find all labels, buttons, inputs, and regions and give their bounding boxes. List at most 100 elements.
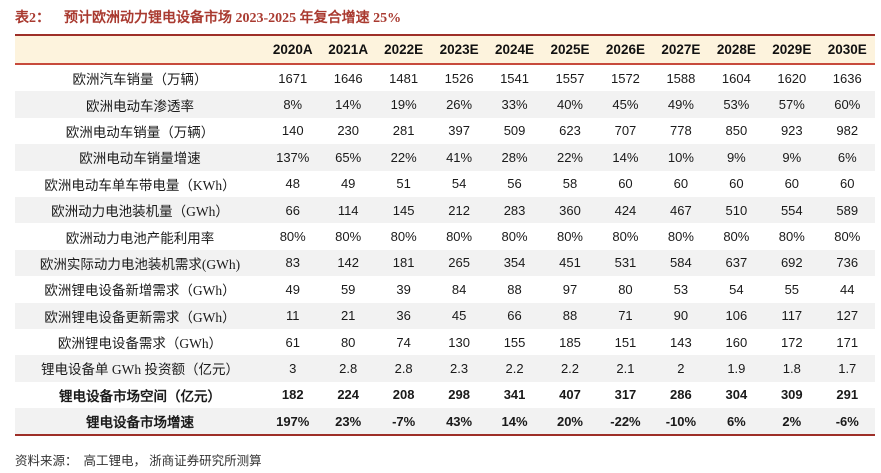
cell-value: 58: [562, 176, 578, 192]
cell-value: 49: [340, 176, 356, 192]
cell-value: 1526: [444, 70, 474, 86]
cell-value: 623: [559, 123, 581, 139]
table-row: 锂电设备市场增速 197% 23% -7% 43% 14% 20% -22% -10% 6% 2% -…: [15, 408, 875, 436]
cell-value: -22%: [597, 408, 654, 436]
cell-value: 60: [784, 176, 800, 192]
cell-value: 2.2: [486, 355, 543, 382]
cell-value: 317: [614, 387, 637, 403]
cell-value: 33%: [486, 91, 543, 118]
table-header-row: 2020A 2021A 2022E 2023E 2024E 2025E 2026E 2027E…: [15, 35, 875, 65]
cell-value: 60%: [819, 91, 875, 118]
cell-value: 692: [764, 249, 820, 277]
cell-value: 982: [836, 123, 859, 139]
column-header: 2023E: [431, 35, 487, 65]
table-row: 欧洲汽车销量（万辆） 1671 1646 1481 1526 1541 1557 1572 15…: [15, 64, 875, 91]
cell-value: 2.2: [542, 355, 598, 382]
table-title: 表2： 预计欧洲动力锂电设备市场 2023-2025 年复合增速 25%: [15, 7, 401, 27]
cell-value: 2.3: [431, 355, 487, 382]
cell-value: 424: [597, 196, 654, 224]
cell-value: 44: [840, 281, 855, 297]
row-label: 欧洲动力电池产能利用率: [65, 230, 215, 246]
cell-value: 584: [653, 249, 709, 277]
cell-value: 397: [448, 123, 470, 139]
cell-value: 6%: [819, 144, 875, 171]
cell-value: 90: [653, 302, 709, 329]
row-label: 欧洲电动车单车带电量（KWh）: [44, 177, 236, 193]
cell-value: 208: [392, 387, 415, 403]
table-row: 欧洲实际动力电池装机需求(GWh) 83 142 181 265 354 451 531 584…: [15, 249, 875, 277]
cell-value: 127: [819, 302, 875, 329]
cell-value: 1636: [832, 70, 862, 86]
cell-value: -7%: [375, 408, 432, 436]
cell-value: 1541: [500, 70, 529, 86]
cell-value: 1588: [666, 70, 696, 86]
column-header: 2024E: [486, 35, 543, 65]
cell-value: 80: [618, 281, 633, 297]
cell-value: 467: [653, 196, 709, 224]
cell-value: 49: [285, 281, 300, 297]
table-title-text: 预计欧洲动力锂电设备市场 2023-2025 年复合增速 25%: [64, 11, 402, 26]
cell-value: 160: [725, 334, 748, 350]
cell-value: 53: [673, 281, 689, 297]
cell-value: 66: [265, 196, 321, 224]
cell-value: 3: [265, 355, 321, 382]
cell-value: 14%: [320, 91, 376, 118]
table-row: 欧洲锂电设备新增需求（GWh） 49 59 39 84 88 97 80 53 54 55 44: [15, 276, 875, 302]
cell-value: -6%: [819, 408, 875, 436]
cell-value: 80%: [723, 229, 750, 245]
cell-value: 39: [396, 281, 411, 297]
cell-value: 84: [451, 281, 467, 297]
cell-value: 407: [559, 387, 581, 403]
cell-value: 80%: [446, 229, 473, 245]
row-label: 欧洲电动车渗透率: [15, 91, 265, 118]
table-row: 锂电设备单 GWh 投资额（亿元） 3 2.8 2.8 2.3 2.2 2.2 2.1 2 1.9…: [15, 355, 875, 382]
cell-value: 114: [320, 196, 376, 224]
table-body: 欧洲汽车销量（万辆） 1671 1646 1481 1526 1541 1557 1572 15…: [15, 64, 875, 436]
cell-value: 80%: [612, 229, 639, 245]
cell-value: 451: [542, 249, 598, 277]
cell-value: 19%: [375, 91, 432, 118]
table-row: 欧洲电动车销量增速 137% 65% 22% 41% 28% 22% 14% 10% 9% 9% 6%: [15, 144, 875, 171]
cell-value: 74: [396, 334, 411, 350]
cell-value: 71: [597, 302, 654, 329]
cell-value: 589: [819, 196, 875, 224]
cell-value: 143: [670, 334, 692, 350]
cell-value: 26%: [431, 91, 487, 118]
row-label: 欧洲汽车销量（万辆）: [72, 72, 208, 88]
cell-value: 298: [448, 387, 470, 403]
source-note: 资料来源： 高工锂电， 浙商证券研究所测算: [15, 450, 262, 469]
cell-value: 61: [285, 334, 300, 350]
cell-value: 637: [708, 249, 765, 277]
cell-value: 130: [448, 334, 470, 350]
cell-value: 9%: [708, 144, 765, 171]
column-header: 2027E: [653, 35, 709, 65]
cell-value: 230: [337, 123, 360, 139]
cell-value: 80%: [556, 229, 583, 245]
cell-value: 80: [340, 334, 356, 350]
cell-value: 1620: [777, 70, 807, 86]
cell-value: 66: [486, 302, 543, 329]
cell-value: 23%: [320, 408, 376, 436]
cell-value: 181: [375, 249, 432, 277]
cell-value: 354: [486, 249, 543, 277]
cell-value: -10%: [653, 408, 709, 436]
cell-value: 9%: [764, 144, 820, 171]
cell-value: 6%: [708, 408, 765, 436]
cell-value: 224: [337, 387, 360, 403]
cell-value: 48: [285, 176, 300, 192]
cell-value: 291: [836, 387, 859, 403]
forecast-table: 2020A 2021A 2022E 2023E 2024E 2025E 2026E 2027E…: [15, 34, 875, 437]
cell-value: 20%: [542, 408, 598, 436]
cell-value: 1.8: [764, 355, 820, 382]
column-header: 2020A: [265, 35, 321, 65]
cell-value: 60: [618, 176, 633, 192]
cell-value: 2.8: [320, 355, 376, 382]
row-label: 欧洲动力电池装机量（GWh）: [15, 196, 265, 224]
column-header: 2022E: [375, 35, 432, 65]
cell-value: 2.8: [375, 355, 432, 382]
cell-value: 707: [614, 123, 637, 139]
table-row: 欧洲锂电设备更新需求（GWh） 11 21 36 45 66 88 71 90 106 117 127: [15, 302, 875, 329]
cell-value: 97: [562, 281, 578, 297]
cell-value: 341: [503, 387, 526, 403]
source-text: 高工锂电， 浙商证券研究所测算: [83, 454, 262, 468]
